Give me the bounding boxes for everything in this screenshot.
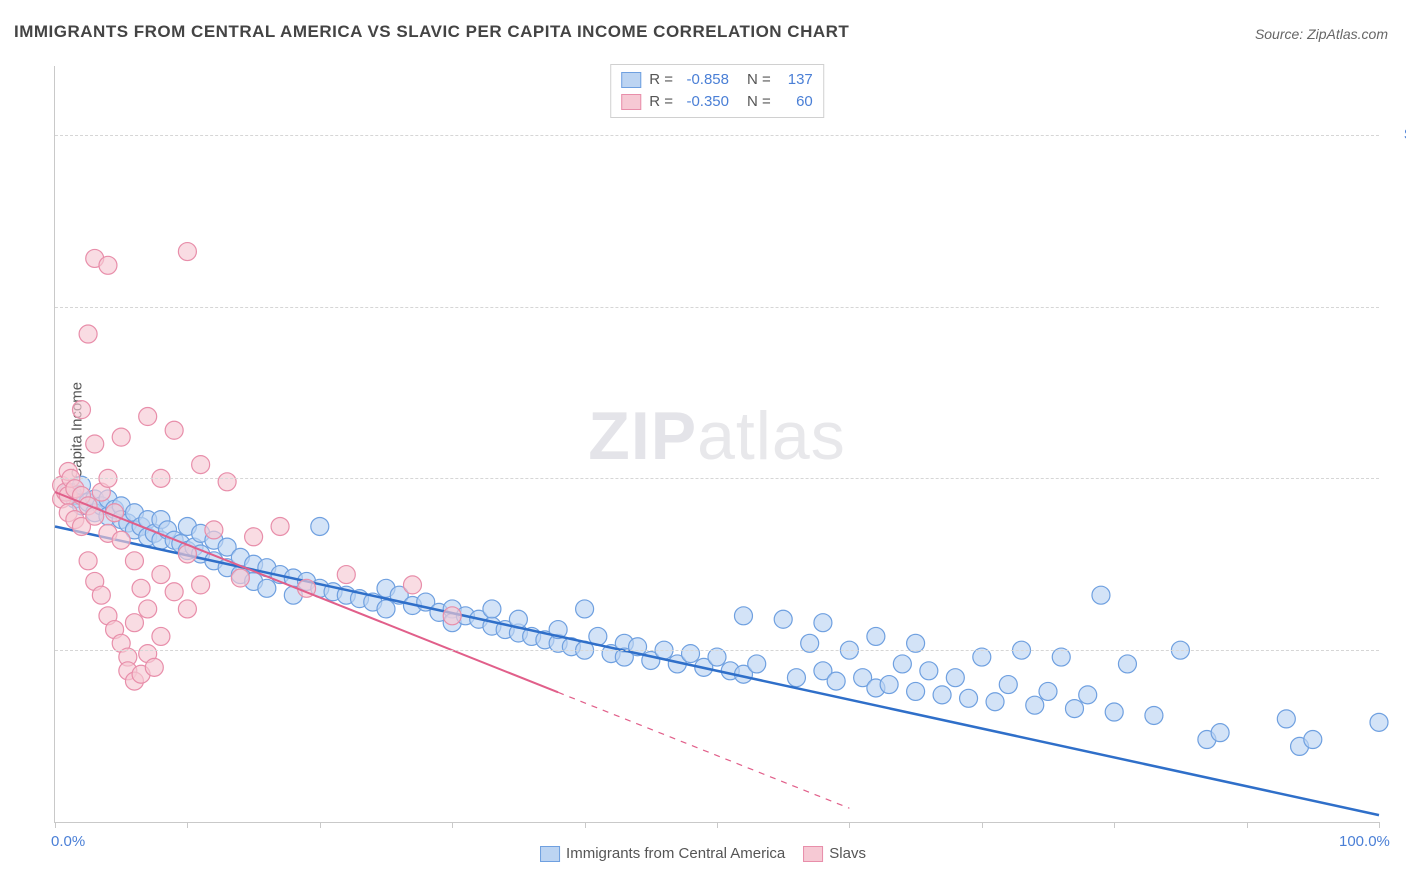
legend-item: Slavs [803,845,866,862]
x-tick [982,822,983,828]
data-point [112,428,130,446]
x-tick [1379,822,1380,828]
y-tick-label: $25,000 [1387,641,1406,658]
data-point [218,473,236,491]
data-point [1211,724,1229,742]
data-point [748,655,766,673]
x-tick [849,822,850,828]
data-point [734,607,752,625]
data-point [205,521,223,539]
legend-swatch [540,846,560,862]
grid-line [55,478,1379,479]
data-point [880,676,898,694]
data-point [774,610,792,628]
x-tick [1114,822,1115,828]
data-point [1092,586,1110,604]
data-point [192,576,210,594]
data-point [337,566,355,584]
data-point [827,672,845,690]
data-point [178,243,196,261]
data-point [231,569,249,587]
data-point [1145,706,1163,724]
data-point [92,586,110,604]
trend-line [55,526,1379,815]
data-point [907,682,925,700]
data-point [893,655,911,673]
data-point [145,658,163,676]
data-point [152,627,170,645]
data-point [986,693,1004,711]
data-point [1026,696,1044,714]
data-point [960,689,978,707]
data-point [1118,655,1136,673]
data-point [920,662,938,680]
data-point [999,676,1017,694]
x-tick [55,822,56,828]
x-tick [1247,822,1248,828]
y-tick-label: $100,000 [1387,126,1406,143]
data-point [1039,682,1057,700]
data-point [79,552,97,570]
x-tick [452,822,453,828]
x-tick [320,822,321,828]
data-point [125,614,143,632]
data-point [178,600,196,618]
data-point [576,600,594,618]
data-point [132,579,150,597]
legend-item: Immigrants from Central America [540,845,785,862]
data-point [787,669,805,687]
legend-label: Immigrants from Central America [566,845,785,862]
data-point [165,421,183,439]
chart-title: IMMIGRANTS FROM CENTRAL AMERICA VS SLAVI… [14,22,849,42]
data-point [192,456,210,474]
x-tick [717,822,718,828]
data-point [483,600,501,618]
data-point [403,576,421,594]
data-point [99,256,117,274]
data-point [311,517,329,535]
data-point [112,531,130,549]
legend-label: Slavs [829,845,866,862]
data-point [139,408,157,426]
data-point [271,517,289,535]
source-attribution: Source: ZipAtlas.com [1255,26,1388,42]
data-point [125,552,143,570]
legend-bottom: Immigrants from Central America Slavs [540,845,866,862]
data-point [245,528,263,546]
data-point [1370,713,1388,731]
y-tick-label: $50,000 [1387,469,1406,486]
data-point [1277,710,1295,728]
chart-svg [55,66,1379,822]
data-point [152,566,170,584]
grid-line [55,135,1379,136]
data-point [443,607,461,625]
data-point [72,401,90,419]
data-point [258,579,276,597]
data-point [86,435,104,453]
x-tick [187,822,188,828]
data-point [1065,700,1083,718]
trend-line-extrapolated [558,692,849,808]
data-point [79,325,97,343]
grid-line [55,307,1379,308]
data-point [814,614,832,632]
grid-line [55,650,1379,651]
data-point [1079,686,1097,704]
x-tick [585,822,586,828]
y-tick-label: $75,000 [1387,298,1406,315]
data-point [1304,731,1322,749]
data-point [867,627,885,645]
x-tick-label: 0.0% [51,833,85,850]
plot-area: Per Capita Income ZIPatlas R =-0.858N =1… [54,66,1379,823]
data-point [165,583,183,601]
data-point [139,600,157,618]
legend-swatch [803,846,823,862]
data-point [377,600,395,618]
data-point [946,669,964,687]
data-point [682,645,700,663]
data-point [1105,703,1123,721]
data-point [933,686,951,704]
x-tick-label: 100.0% [1339,833,1390,850]
